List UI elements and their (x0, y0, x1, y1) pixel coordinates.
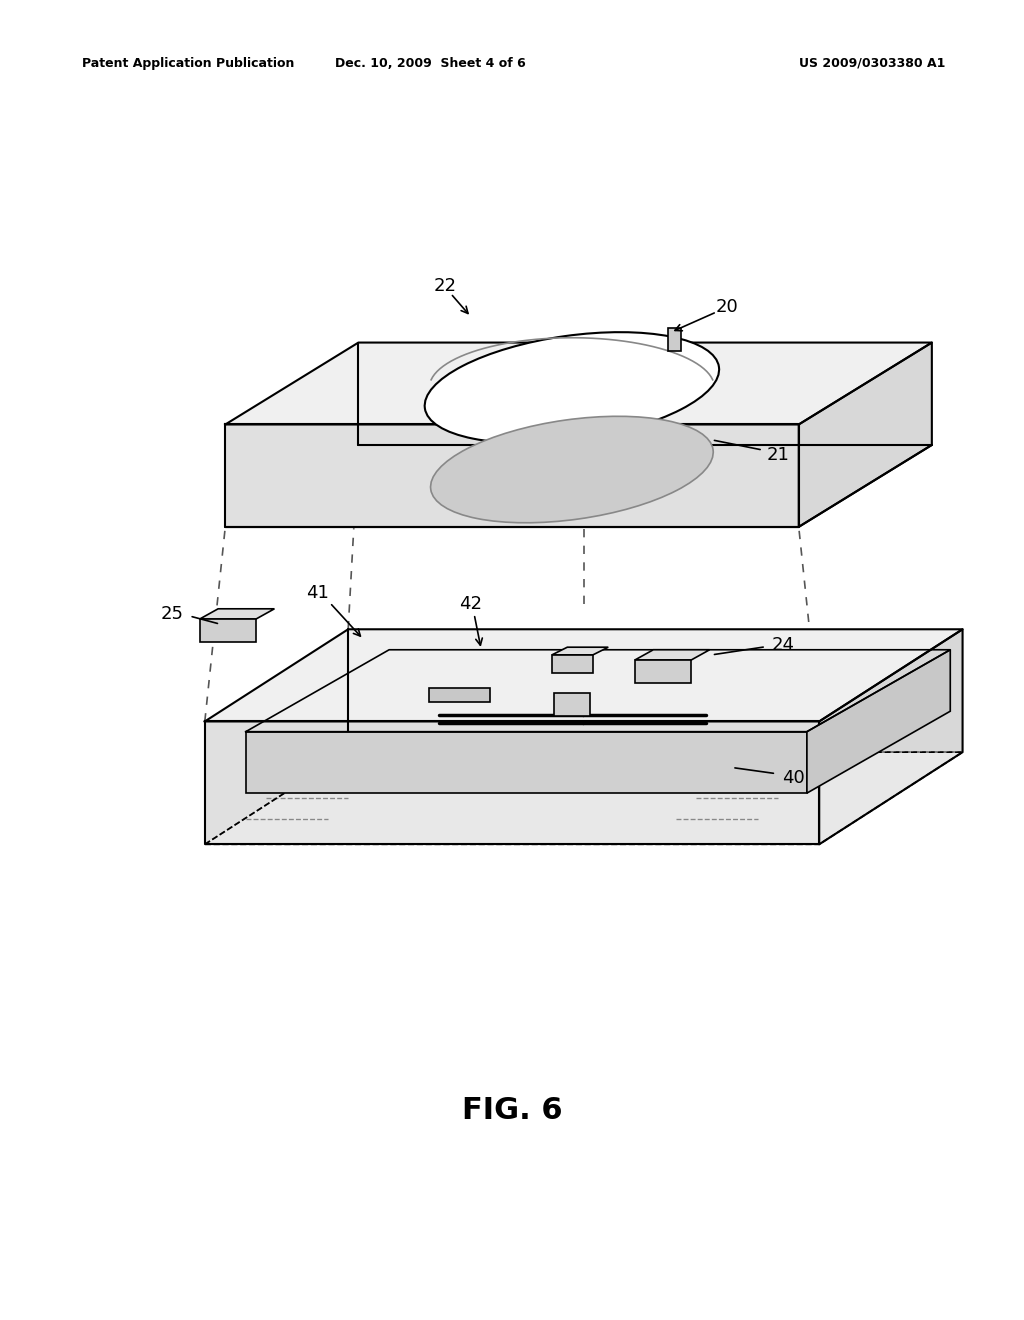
Polygon shape (819, 630, 963, 845)
Polygon shape (635, 660, 691, 682)
Text: 25: 25 (161, 605, 183, 623)
Text: 20: 20 (716, 298, 738, 315)
Polygon shape (807, 649, 950, 793)
Polygon shape (799, 343, 932, 527)
Polygon shape (200, 619, 256, 642)
Text: 41: 41 (306, 585, 329, 602)
Polygon shape (246, 731, 807, 793)
Text: 42: 42 (460, 595, 482, 612)
Polygon shape (429, 688, 490, 702)
Polygon shape (552, 647, 608, 655)
Polygon shape (205, 752, 963, 845)
Polygon shape (225, 425, 799, 527)
Polygon shape (200, 609, 274, 619)
Text: Dec. 10, 2009  Sheet 4 of 6: Dec. 10, 2009 Sheet 4 of 6 (335, 57, 525, 70)
Polygon shape (635, 649, 710, 660)
Polygon shape (205, 722, 819, 845)
Text: Patent Application Publication: Patent Application Publication (82, 57, 294, 70)
Text: 22: 22 (434, 277, 457, 296)
Text: 40: 40 (782, 768, 805, 787)
Text: 24: 24 (772, 636, 795, 653)
Text: FIG. 6: FIG. 6 (462, 1096, 562, 1125)
Ellipse shape (425, 333, 719, 444)
Text: US 2009/0303380 A1: US 2009/0303380 A1 (799, 57, 945, 70)
Ellipse shape (430, 416, 714, 523)
Polygon shape (669, 327, 681, 351)
Polygon shape (555, 693, 590, 715)
Polygon shape (225, 343, 932, 425)
Polygon shape (205, 630, 963, 722)
Text: 21: 21 (767, 446, 790, 465)
Polygon shape (552, 655, 593, 673)
